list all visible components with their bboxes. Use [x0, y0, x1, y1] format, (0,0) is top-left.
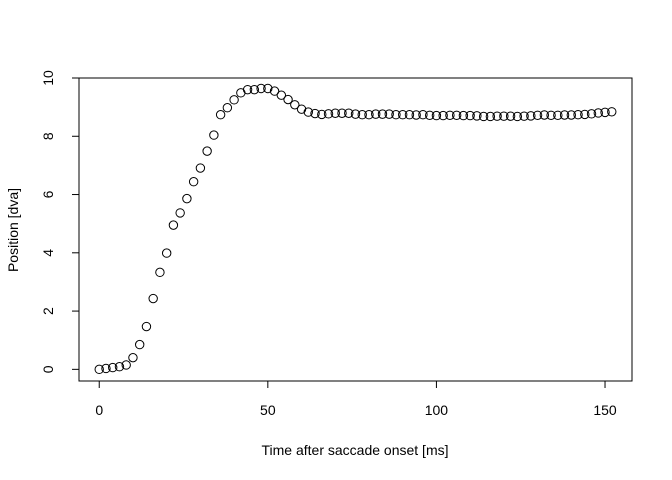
x-tick-label: 100 [425, 402, 449, 418]
data-point [141, 321, 152, 332]
data-point [330, 108, 340, 118]
data-point [94, 364, 104, 375]
data-point [593, 108, 603, 118]
x-tick-label: 50 [260, 402, 276, 418]
data-point [559, 110, 570, 120]
y-tick-label: 8 [40, 132, 56, 140]
data-point [492, 111, 502, 121]
data-point [384, 109, 394, 119]
data-point [128, 352, 138, 363]
y-tick-label: 2 [40, 307, 56, 315]
data-points [94, 83, 617, 375]
data-point [411, 110, 421, 120]
data-point [296, 104, 307, 114]
data-point [249, 84, 260, 95]
data-point [290, 100, 300, 110]
y-axis: 0 2 4 6 8 10 [40, 70, 79, 373]
data-point [121, 360, 131, 370]
data-point [445, 110, 455, 120]
data-point [553, 110, 563, 120]
data-point [344, 108, 354, 118]
data-point [539, 110, 550, 120]
data-point [168, 220, 179, 230]
data-point [458, 110, 469, 121]
data-point [371, 109, 381, 119]
data-point [148, 293, 158, 304]
data-point [532, 110, 543, 120]
data-point [505, 111, 516, 121]
y-axis-label: Position [dva] [5, 188, 21, 272]
data-point [276, 90, 287, 100]
data-point [101, 363, 111, 374]
data-point [573, 110, 583, 120]
x-tick-label: 150 [593, 402, 617, 418]
data-point [451, 110, 462, 120]
data-point [465, 110, 475, 121]
data-point [283, 94, 293, 105]
x-axis-label: Time after saccade onset [ms] [262, 442, 449, 458]
data-point [209, 130, 219, 140]
data-point [586, 109, 597, 119]
y-tick-label: 0 [40, 365, 56, 373]
data-point [472, 111, 482, 121]
data-point [357, 110, 367, 120]
data-point [269, 86, 280, 96]
data-point [222, 103, 233, 113]
data-point [317, 109, 327, 120]
data-point [108, 362, 118, 373]
data-point [202, 146, 212, 156]
data-point [350, 109, 361, 119]
data-point [310, 108, 320, 119]
data-point [438, 110, 448, 121]
data-point [161, 248, 172, 258]
data-point [526, 111, 536, 121]
data-point [175, 208, 185, 218]
x-axis: 0 50 100 150 [95, 381, 617, 418]
data-point [512, 111, 523, 122]
data-point [188, 177, 199, 187]
data-point [391, 110, 401, 120]
data-point [303, 107, 313, 117]
data-point [499, 111, 509, 121]
data-point [323, 109, 334, 119]
data-point [337, 108, 347, 118]
data-point [546, 110, 556, 120]
data-point [256, 83, 266, 94]
data-point [242, 84, 253, 95]
data-point [195, 163, 206, 173]
data-point [566, 110, 577, 120]
data-point [519, 111, 529, 121]
x-tick-label: 0 [95, 402, 103, 418]
data-point [398, 110, 408, 120]
plot-frame [78, 77, 633, 382]
data-point [431, 110, 442, 121]
data-point [182, 193, 192, 204]
data-point [418, 110, 428, 120]
data-point [607, 107, 617, 117]
data-point [485, 111, 496, 122]
data-point [114, 362, 125, 372]
data-point [134, 339, 145, 350]
data-point [377, 109, 388, 119]
data-point [215, 110, 226, 120]
data-point [155, 267, 165, 278]
data-point [229, 95, 239, 105]
data-point [263, 83, 273, 94]
data-point [580, 109, 590, 120]
data-point [478, 111, 489, 122]
y-tick-label: 4 [40, 249, 56, 257]
data-point [404, 110, 415, 120]
y-tick-label: 6 [40, 190, 56, 198]
data-point [600, 107, 610, 118]
y-tick-label: 10 [40, 70, 56, 86]
data-point [364, 110, 374, 120]
data-point [424, 110, 435, 120]
